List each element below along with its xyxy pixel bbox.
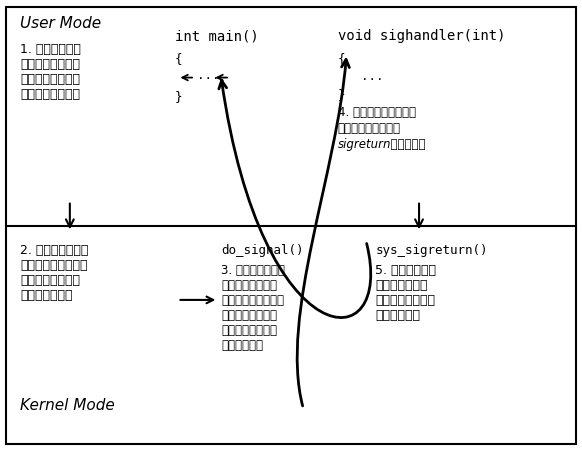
Text: 1. 在执行主控制
流程的某条指令时
因为中断、异常或
系统调用进入内核: 1. 在执行主控制 流程的某条指令时 因为中断、异常或 系统调用进入内核 — [20, 43, 81, 101]
Text: Kernel Mode: Kernel Mode — [20, 398, 115, 413]
Text: sigreturn再次进内核: sigreturn再次进内核 — [338, 138, 426, 151]
Text: }: } — [175, 90, 182, 103]
Text: {: { — [338, 52, 345, 65]
Text: 执行特殊的系统调用: 执行特殊的系统调用 — [338, 122, 400, 135]
Text: }: } — [338, 88, 345, 101]
Text: do_signal(): do_signal() — [221, 244, 304, 257]
FancyArrowPatch shape — [297, 60, 349, 406]
Text: void sighandler(int): void sighandler(int) — [338, 29, 505, 43]
Text: 3. 如果信号的处理
动作自定义的信号
处理函数则回到用户
模式执行信号处理
函数（而不是回到
主控制流程）: 3. 如果信号的处理 动作自定义的信号 处理函数则回到用户 模式执行信号处理 函… — [221, 264, 285, 352]
Text: 5. 返回用户模式
从主控制流程中
上次被中断的地方
继续向下执行: 5. 返回用户模式 从主控制流程中 上次被中断的地方 继续向下执行 — [375, 264, 436, 322]
Text: User Mode: User Mode — [20, 16, 101, 31]
Text: 2. 内核处理完异常
准备回用户模式之前
先处理当前进程中
可以递送的信号: 2. 内核处理完异常 准备回用户模式之前 先处理当前进程中 可以递送的信号 — [20, 244, 88, 302]
Text: int main(): int main() — [175, 29, 258, 43]
Text: sys_sigreturn(): sys_sigreturn() — [375, 244, 488, 257]
FancyArrowPatch shape — [219, 81, 371, 318]
Text: 4. 信号处理函数返回时: 4. 信号处理函数返回时 — [338, 106, 416, 119]
Text: ...: ... — [197, 69, 219, 82]
Text: ...: ... — [361, 70, 384, 83]
Text: {: { — [175, 52, 182, 65]
